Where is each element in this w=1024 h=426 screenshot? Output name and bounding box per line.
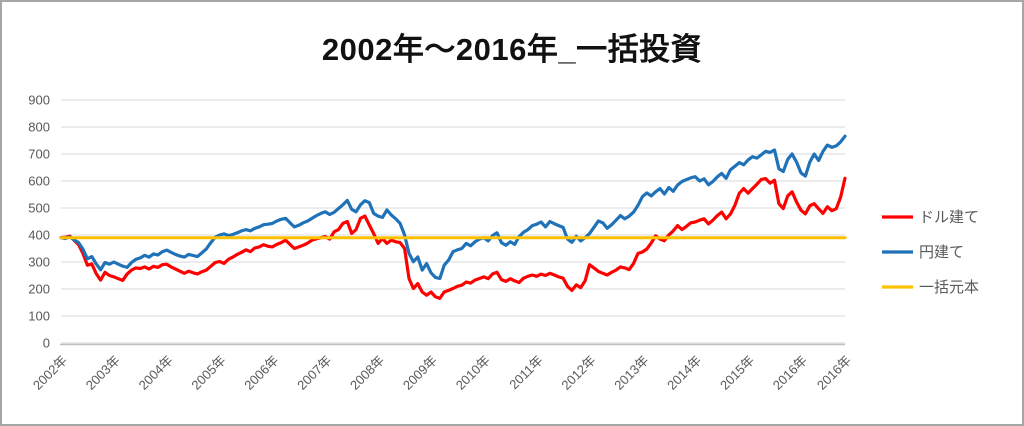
x-tick-label: 2015年 bbox=[717, 353, 757, 393]
series-line-dollar bbox=[59, 176, 847, 300]
x-tick-label: 2016年 bbox=[814, 353, 854, 393]
x-tick-label: 2009年 bbox=[400, 353, 440, 393]
legend-label-dollar: ドル建て bbox=[919, 209, 979, 226]
y-tick-label: 500 bbox=[28, 201, 50, 216]
y-tick-label: 400 bbox=[28, 228, 50, 243]
x-tick-label: 2016年 bbox=[770, 353, 810, 393]
x-tick-label: 2010年 bbox=[453, 353, 493, 393]
x-tick-label: 2006年 bbox=[241, 353, 281, 393]
legend-label-principal: 一括元本 bbox=[919, 279, 979, 296]
y-tick-label: 0 bbox=[43, 336, 50, 351]
x-tick-label: 2013年 bbox=[611, 353, 651, 393]
y-tick-label: 600 bbox=[28, 174, 50, 189]
x-tick-label: 2005年 bbox=[188, 353, 228, 393]
x-tick-label: 2008年 bbox=[347, 353, 387, 393]
series-line-yen bbox=[59, 134, 847, 281]
y-tick-label: 200 bbox=[28, 282, 50, 297]
x-tick-label: 2014年 bbox=[664, 353, 704, 393]
y-tick-label: 700 bbox=[28, 147, 50, 162]
x-tick-label: 2007年 bbox=[294, 353, 334, 393]
x-tick-label: 2004年 bbox=[136, 353, 176, 393]
y-tick-label: 100 bbox=[28, 309, 50, 324]
legend-label-yen: 円建て bbox=[919, 244, 964, 261]
y-tick-label: 300 bbox=[28, 255, 50, 270]
x-tick-label: 2012年 bbox=[558, 353, 598, 393]
y-tick-label: 900 bbox=[28, 93, 50, 108]
x-tick-label: 2002年 bbox=[30, 353, 70, 393]
x-tick-label: 2003年 bbox=[83, 353, 123, 393]
y-tick-label: 800 bbox=[28, 120, 50, 135]
x-tick-label: 2011年 bbox=[506, 353, 546, 393]
chart-title: 2002年〜2016年_一括投資 bbox=[321, 32, 703, 67]
